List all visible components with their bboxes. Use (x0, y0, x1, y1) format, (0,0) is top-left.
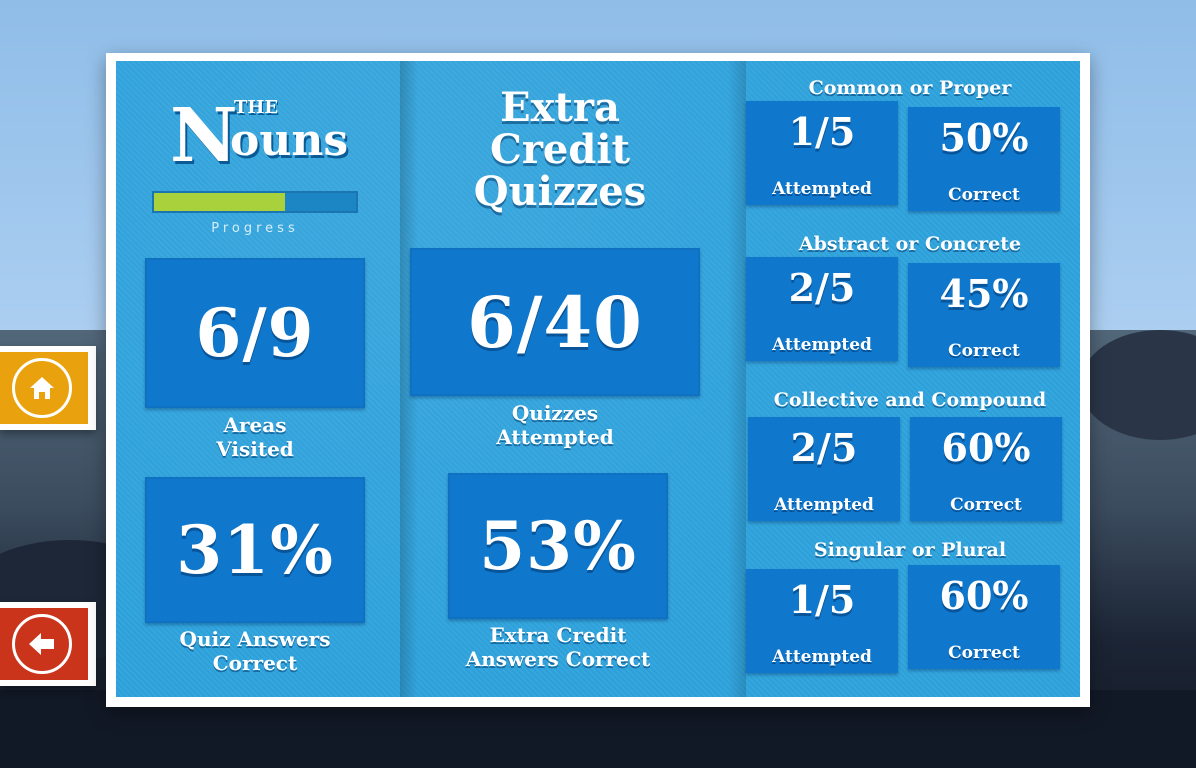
correct-value: 60% (939, 573, 1029, 618)
logo-letter-n: N (170, 93, 238, 179)
extra-credit-correct-caption: Extra Credit Answers Correct (420, 623, 696, 671)
progress-bar (152, 191, 358, 213)
correct-label: Correct (948, 185, 1020, 205)
correct-box: 60% Correct (908, 565, 1060, 669)
logo-ouns: ouns (230, 115, 349, 166)
caption-line: Extra Credit (489, 623, 627, 647)
attempted-value: 2/5 (790, 425, 858, 470)
home-icon (12, 358, 72, 418)
correct-value: 45% (939, 271, 1029, 316)
attempted-value: 1/5 (788, 109, 856, 154)
correct-value: 60% (941, 425, 1031, 470)
fold-left (400, 61, 418, 697)
correct-box: 45% Correct (908, 263, 1060, 367)
attempted-box: 1/5 Attempted (746, 101, 898, 205)
attempted-label: Attempted (772, 647, 872, 667)
attempted-label: Attempted (774, 495, 874, 515)
areas-visited-value: 6/9 (195, 294, 315, 372)
extra-credit-correct-box: 53% (448, 473, 668, 619)
home-button[interactable] (0, 346, 96, 430)
correct-value: 50% (939, 115, 1029, 160)
attempted-value: 1/5 (788, 577, 856, 622)
quiz-answers-box: 31% (145, 477, 365, 623)
quiz-answers-caption: Quiz Answers Correct (145, 627, 365, 675)
quizzes-attempted-caption: Quizzes Attempted (410, 401, 700, 449)
category-title: Common or Proper (808, 77, 1012, 99)
category-title: Abstract or Concrete (798, 233, 1022, 255)
quiz-answers-value: 31% (176, 511, 334, 589)
caption-line: Areas (223, 413, 287, 437)
correct-label: Correct (948, 341, 1020, 361)
correct-label: Correct (948, 643, 1020, 663)
logo-the: THE (234, 97, 279, 118)
attempted-label: Attempted (772, 179, 872, 199)
home-button-face[interactable] (0, 352, 88, 424)
category-title: Singular or Plural (813, 539, 1007, 561)
caption-line: Answers Correct (465, 647, 651, 671)
caption-line: Correct (212, 651, 298, 675)
caption-line: Visited (216, 437, 294, 461)
correct-box: 60% Correct (910, 417, 1062, 521)
areas-visited-box: 6/9 (145, 258, 365, 408)
quizzes-attempted-box: 6/40 (410, 248, 700, 396)
progress-fill (154, 193, 286, 211)
quizzes-attempted-value: 6/40 (467, 280, 643, 364)
back-button[interactable] (0, 602, 96, 686)
back-button-face[interactable] (0, 608, 88, 680)
title-line: Extra (500, 84, 620, 131)
title-line: Quizzes (473, 168, 647, 215)
nouns-logo: N THE ouns (170, 93, 370, 203)
caption-line: Quiz Answers (179, 627, 331, 651)
back-arrow-icon (12, 614, 72, 674)
fold-right (728, 61, 746, 697)
attempted-box: 2/5 Attempted (748, 417, 900, 521)
correct-label: Correct (950, 495, 1022, 515)
correct-box: 50% Correct (908, 107, 1060, 211)
extra-credit-correct-value: 53% (479, 507, 637, 585)
attempted-box: 1/5 Attempted (746, 569, 898, 673)
caption-line: Attempted (496, 425, 614, 449)
areas-visited-caption: Areas Visited (145, 413, 365, 461)
stats-brochure: N THE ouns Progress 6/9 Areas Visited 31… (100, 45, 1100, 707)
attempted-label: Attempted (772, 335, 872, 355)
attempted-value: 2/5 (788, 265, 856, 310)
extra-credit-title: Extra Credit Quizzes (440, 87, 680, 213)
attempted-box: 2/5 Attempted (746, 257, 898, 361)
title-line: Credit (490, 126, 630, 173)
progress-label: Progress (211, 221, 299, 236)
category-title: Collective and Compound (773, 389, 1047, 411)
caption-line: Quizzes (511, 401, 599, 425)
